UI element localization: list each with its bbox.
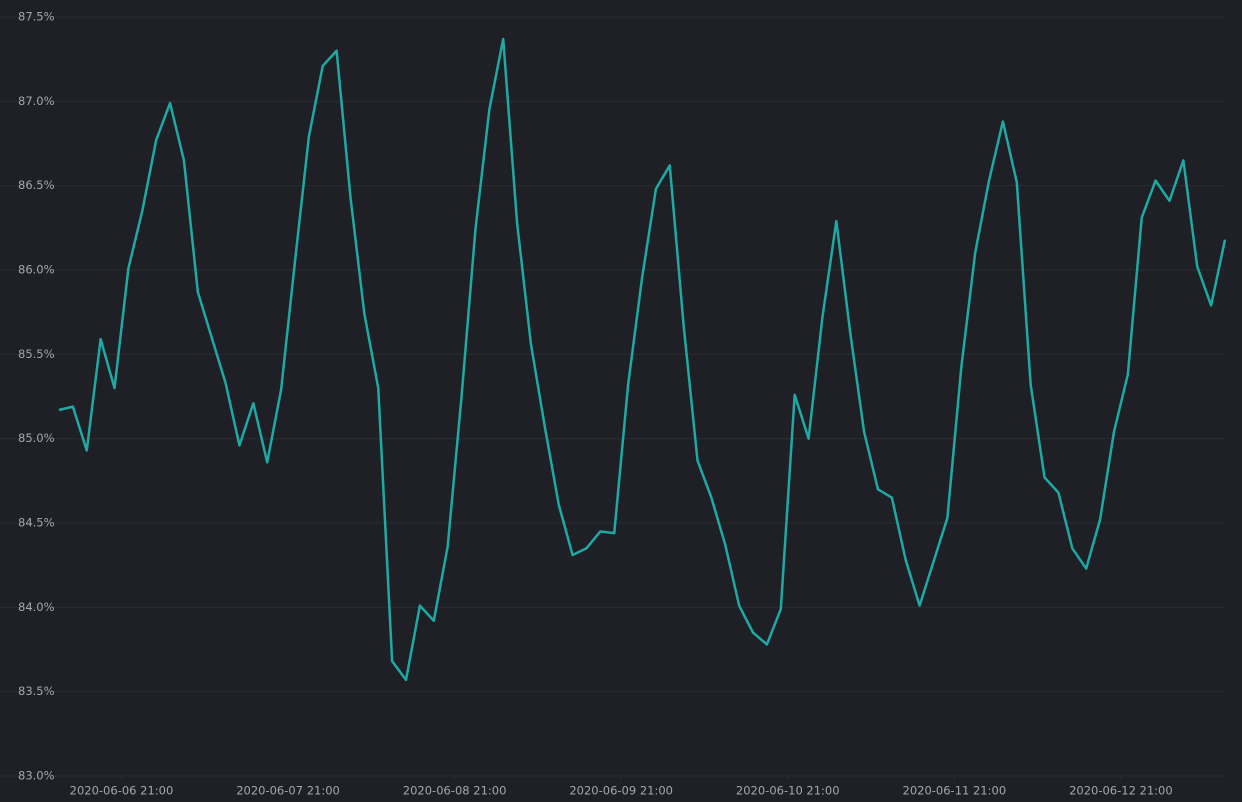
x-tick-label: 2020-06-11 21:00 <box>903 784 1007 798</box>
y-tick-label: 83.0% <box>18 769 55 783</box>
y-tick-label: 86.5% <box>18 178 55 192</box>
line <box>58 37 1227 682</box>
y-tick-label: 83.5% <box>18 684 55 698</box>
y-tick-label: 87.0% <box>18 94 55 108</box>
x-tick-label: 2020-06-06 21:00 <box>70 784 174 798</box>
x-tick-label: 2020-06-10 21:00 <box>736 784 840 798</box>
x-tick-label: 2020-06-07 21:00 <box>236 784 340 798</box>
x-tick-label: 2020-06-09 21:00 <box>569 784 673 798</box>
y-tick-label: 85.0% <box>18 431 55 445</box>
x-tick-label: 2020-06-08 21:00 <box>403 784 507 798</box>
y-tick-label: 87.5% <box>18 10 55 24</box>
y-tick-label: 84.5% <box>18 516 55 530</box>
y-tick-label: 84.0% <box>18 600 55 614</box>
x-tick-label: 2020-06-12 21:00 <box>1069 784 1173 798</box>
y-tick-label: 85.5% <box>18 347 55 361</box>
y-tick-label: 86.0% <box>18 263 55 277</box>
